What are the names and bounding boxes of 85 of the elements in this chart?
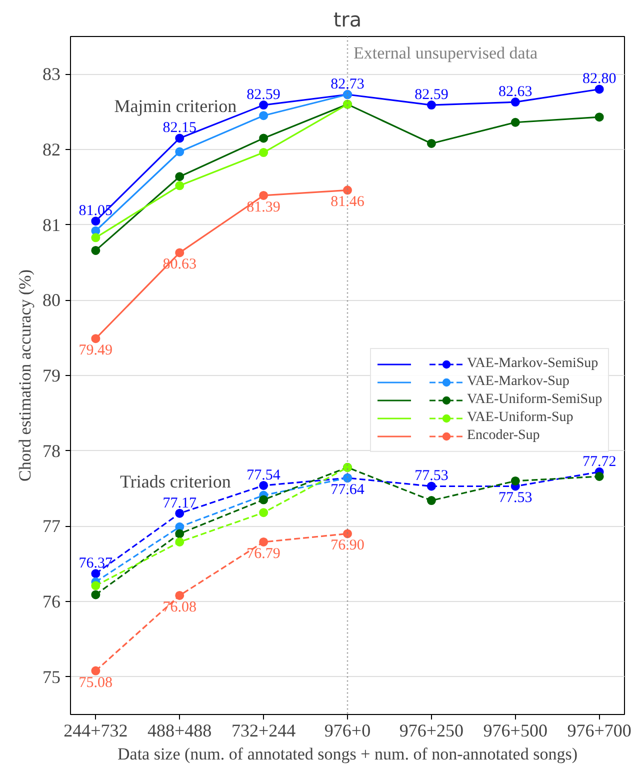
point (175, 590, 184, 600)
x-axis-title: Data size (num. of annotated songs + num. of non-annotated songs) (118, 744, 578, 764)
data-label: 82.59 (414, 87, 448, 104)
data-label: 81.46 (330, 194, 365, 210)
y-tick-label: 81 (42, 214, 60, 235)
data-label: 76.90 (330, 538, 364, 554)
point (91, 334, 100, 344)
point (510, 118, 520, 127)
data-label: 76.37 (78, 556, 114, 572)
x-tick-label: 976+250 (399, 720, 464, 740)
annotation: Triads criterion (120, 471, 231, 492)
point (426, 496, 436, 506)
point (91, 581, 100, 590)
data-label: 77.53 (414, 468, 448, 484)
data-label: 77.53 (498, 490, 532, 506)
annotation: Majmin criterion (114, 96, 237, 116)
legend-label: VAE-Markov-SemiSup (467, 355, 598, 373)
legend-label: Encoder-Sup (467, 427, 540, 445)
x-tick-label: 976+700 (567, 720, 632, 740)
y-tick-label: 76 (42, 592, 60, 612)
point (259, 537, 268, 546)
x-tick-label: 976+500 (483, 720, 548, 740)
legend-label: VAE-Uniform-SemiSup (467, 391, 602, 409)
legend-label: VAE-Uniform-Sup (467, 409, 574, 427)
point (259, 100, 268, 110)
point (91, 233, 100, 242)
point (259, 148, 268, 158)
point (594, 84, 604, 94)
x-tick-label: 976+0 (324, 720, 371, 740)
point (91, 246, 100, 255)
point (426, 482, 436, 491)
point (175, 537, 184, 546)
data-label: 82.73 (330, 76, 364, 93)
point (259, 480, 268, 490)
point (175, 181, 184, 190)
x-tick-label: 732+244 (231, 720, 296, 740)
chart-title: tra (333, 8, 362, 32)
point (259, 190, 268, 200)
y-tick-label: 80 (42, 290, 60, 310)
x-tick-label: 488+488 (148, 720, 212, 740)
y-tick-label: 77 (42, 516, 60, 536)
point (594, 112, 604, 122)
point (259, 495, 268, 504)
point (259, 508, 268, 518)
y-axis-title: Chord estimation accuracy (%) (16, 270, 34, 482)
y-tick-label: 78 (42, 440, 60, 461)
data-label: 82.80 (582, 71, 616, 88)
data-label: 82.63 (498, 84, 532, 100)
y-tick-label: 75 (42, 666, 60, 687)
point (175, 134, 184, 143)
point (175, 147, 184, 156)
point (91, 216, 100, 226)
data-label: 81.39 (246, 199, 280, 216)
point (426, 138, 436, 148)
data-label: 76.79 (246, 546, 280, 562)
data-label: 82.15 (162, 120, 196, 136)
point (175, 508, 184, 518)
ref-line-label: External unsupervised data (354, 44, 538, 62)
data-label: 82.59 (246, 87, 280, 104)
y-tick-label: 82 (42, 140, 60, 160)
point (594, 472, 604, 481)
y-tick-label: 83 (42, 64, 60, 84)
legend-label: VAE-Markov-Sup (467, 373, 570, 391)
point (259, 111, 268, 120)
point (91, 569, 100, 578)
data-label: 77.64 (330, 482, 365, 498)
point (259, 134, 268, 143)
data-label: 77.54 (246, 467, 281, 484)
point (343, 186, 352, 195)
point (175, 172, 184, 182)
data-label: 76.08 (162, 599, 196, 616)
y-tick-label: 79 (42, 366, 60, 386)
data-label: 79.49 (78, 342, 113, 359)
point (426, 100, 436, 110)
data-label: 77.72 (582, 454, 616, 470)
point (91, 590, 100, 600)
point (343, 529, 352, 538)
data-label: 75.08 (78, 674, 113, 691)
point (510, 98, 520, 107)
data-label: 77.17 (162, 495, 197, 512)
point (91, 666, 100, 676)
point (175, 248, 184, 258)
point (510, 476, 520, 486)
point (175, 529, 184, 538)
x-tick-label: 244+732 (64, 720, 128, 740)
